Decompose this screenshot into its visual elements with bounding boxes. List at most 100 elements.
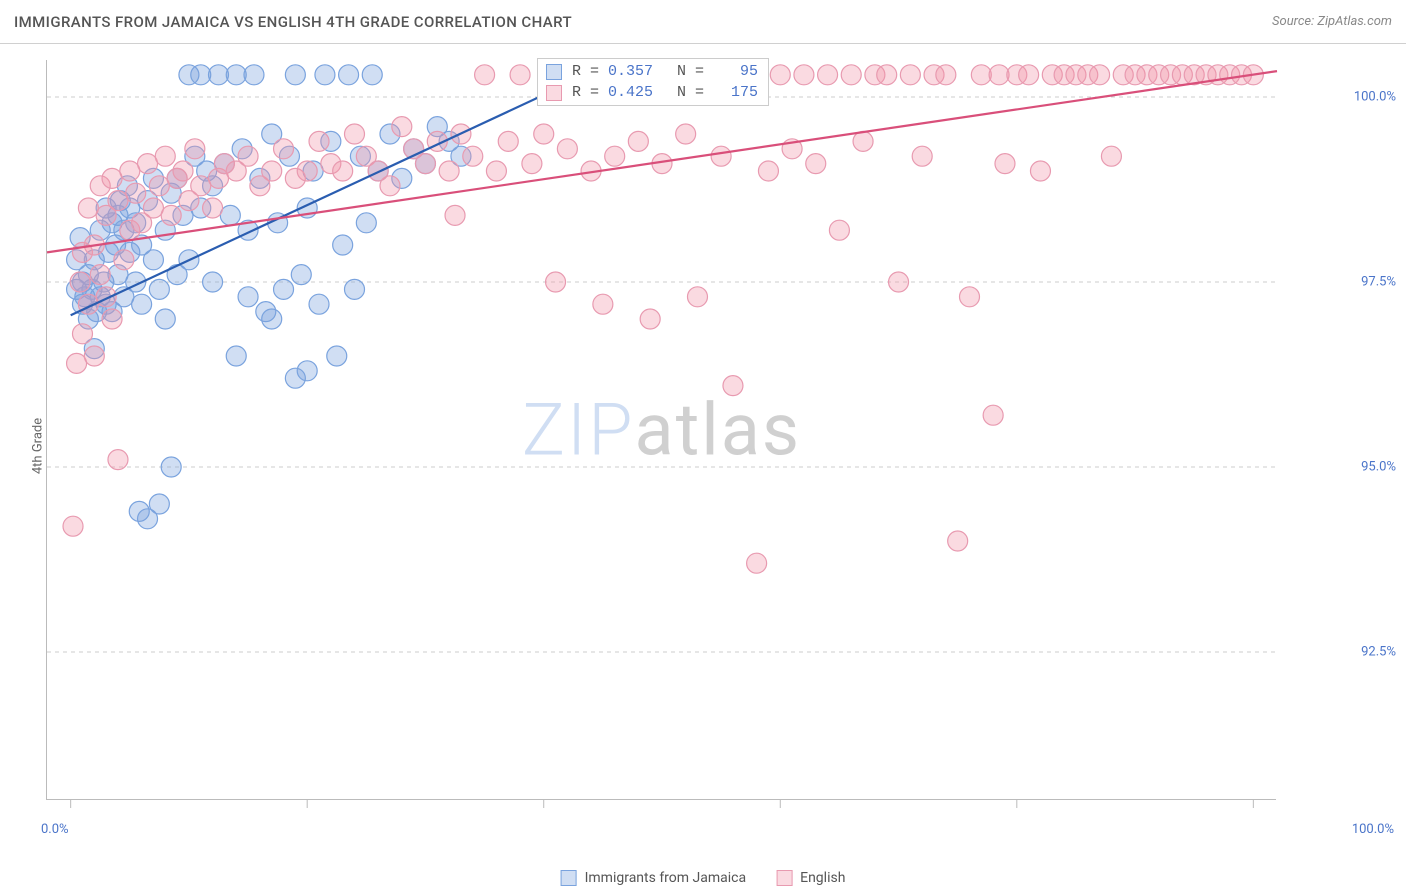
data-point-english <box>333 161 353 181</box>
data-point-english <box>983 405 1003 425</box>
data-point-english <box>78 198 98 218</box>
data-point-english <box>557 139 577 159</box>
legend-item-english: English <box>776 870 845 886</box>
data-point-english <box>723 376 743 396</box>
data-point-english <box>463 146 483 166</box>
y-axis-label: 4th Grade <box>31 418 46 474</box>
data-point-english <box>96 287 116 307</box>
data-point-english <box>900 65 920 85</box>
data-point-english <box>758 161 778 181</box>
data-point-english <box>90 265 110 285</box>
data-point-english <box>63 516 83 536</box>
data-point-english <box>971 65 991 85</box>
n-label: N = <box>677 63 704 80</box>
data-point-english <box>102 309 122 329</box>
data-point-english <box>628 131 648 151</box>
data-point-english <box>309 131 329 151</box>
data-point-english <box>149 176 169 196</box>
data-point-english <box>486 161 506 181</box>
data-point-english <box>203 198 223 218</box>
y-tick-label: 100.0% <box>1286 90 1396 105</box>
data-point-english <box>711 146 731 166</box>
y-tick-label: 95.0% <box>1286 460 1396 475</box>
x-max-label: 100.0% <box>1284 822 1394 837</box>
data-point-english <box>747 553 767 573</box>
data-point-english <box>380 176 400 196</box>
data-point-english <box>114 250 134 270</box>
data-point-english <box>534 124 554 144</box>
legend-label-english: English <box>800 870 845 886</box>
r-label: R = <box>572 84 599 101</box>
data-point-english <box>1030 161 1050 181</box>
legend-label-jamaica: Immigrants from Jamaica <box>585 870 747 886</box>
legend-swatch-english <box>776 870 792 886</box>
data-point-jamaica <box>149 279 169 299</box>
data-point-jamaica <box>155 309 175 329</box>
data-point-english <box>70 272 90 292</box>
data-point-jamaica <box>143 250 163 270</box>
data-point-english <box>546 272 566 292</box>
stats-row-english: R = 0.425 N = 175 <box>538 82 768 103</box>
data-point-english <box>238 146 258 166</box>
data-point-jamaica <box>262 309 282 329</box>
data-point-jamaica <box>333 235 353 255</box>
data-point-english <box>995 154 1015 174</box>
data-point-english <box>593 294 613 314</box>
data-point-english <box>818 65 838 85</box>
data-point-english <box>498 131 518 151</box>
data-point-jamaica <box>161 457 181 477</box>
data-point-english <box>138 154 158 174</box>
data-point-english <box>126 183 146 203</box>
data-point-jamaica <box>327 346 347 366</box>
data-point-english <box>415 154 435 174</box>
data-point-jamaica <box>274 279 294 299</box>
data-point-english <box>185 139 205 159</box>
n-value-jamaica: 95 <box>710 63 758 80</box>
legend: Immigrants from Jamaica English <box>561 870 846 886</box>
data-point-english <box>912 146 932 166</box>
chart-title: IMMIGRANTS FROM JAMAICA VS ENGLISH 4TH G… <box>14 13 572 31</box>
data-point-english <box>770 65 790 85</box>
data-point-english <box>1090 65 1110 85</box>
data-point-english <box>829 220 849 240</box>
data-point-english <box>161 205 181 225</box>
data-point-jamaica <box>362 65 382 85</box>
data-point-english <box>475 65 495 85</box>
title-bar: IMMIGRANTS FROM JAMAICA VS ENGLISH 4TH G… <box>0 0 1406 44</box>
data-point-english <box>274 139 294 159</box>
data-point-jamaica <box>208 65 228 85</box>
data-point-jamaica <box>345 279 365 299</box>
data-point-english <box>877 65 897 85</box>
data-point-english <box>392 117 412 137</box>
data-point-english <box>445 205 465 225</box>
data-point-jamaica <box>220 205 240 225</box>
y-tick-label: 97.5% <box>1286 275 1396 290</box>
data-point-english <box>191 176 211 196</box>
data-point-jamaica <box>339 65 359 85</box>
data-point-jamaica <box>132 294 152 314</box>
data-point-english <box>1101 146 1121 166</box>
data-point-jamaica <box>309 294 329 314</box>
r-value-jamaica: 0.357 <box>605 63 653 80</box>
data-point-english <box>102 168 122 188</box>
r-value-english: 0.425 <box>605 84 653 101</box>
data-point-english <box>989 65 1009 85</box>
legend-item-jamaica: Immigrants from Jamaica <box>561 870 747 886</box>
data-point-english <box>108 450 128 470</box>
data-point-english <box>120 161 140 181</box>
data-point-english <box>640 309 660 329</box>
n-label: N = <box>677 84 704 101</box>
data-point-english <box>960 287 980 307</box>
data-point-english <box>522 154 542 174</box>
data-point-jamaica <box>238 287 258 307</box>
data-point-english <box>853 131 873 151</box>
data-point-jamaica <box>203 272 223 292</box>
n-value-english: 175 <box>710 84 758 101</box>
data-point-english <box>155 146 175 166</box>
data-point-jamaica <box>149 494 169 514</box>
stats-swatch-english <box>546 85 562 101</box>
data-point-jamaica <box>315 65 335 85</box>
data-point-jamaica <box>191 65 211 85</box>
r-label: R = <box>572 63 599 80</box>
data-point-english <box>841 65 861 85</box>
